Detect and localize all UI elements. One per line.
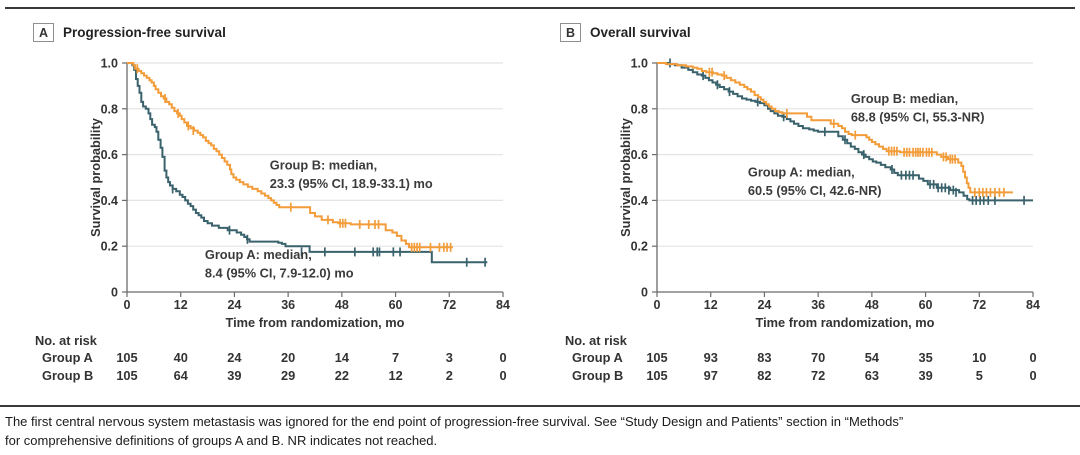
median-annotation: Group B: median,: [270, 157, 377, 172]
y-tick-label: 0.8: [631, 102, 648, 116]
panel-b-title: Overall survival: [590, 25, 691, 40]
median-annotation: 8.4 (95% CI, 7.9-12.0) mo: [205, 265, 354, 280]
risk-count: 12: [388, 368, 402, 383]
risk-count: 54: [865, 350, 880, 365]
risk-count: 93: [704, 350, 718, 365]
median-annotation: 68.8 (95% CI, 55.3-NR): [851, 110, 985, 125]
panel-a-title: Progression-free survival: [63, 25, 226, 40]
risk-count: 105: [116, 368, 137, 383]
survival-curve-group-b: [657, 62, 1013, 194]
risk-count: 20: [281, 350, 295, 365]
y-tick-label: 0.8: [101, 102, 118, 116]
risk-row-label: Group B: [42, 368, 93, 383]
panel-a-header: A Progression-free survival: [33, 23, 226, 42]
median-annotation: Group A: median,: [748, 164, 855, 179]
y-tick-label: 0.4: [101, 194, 118, 208]
survival-curve-group-a: [657, 62, 1033, 202]
x-tick-label: 84: [1026, 298, 1040, 312]
survival-curve-group-b: [127, 62, 453, 249]
x-tick-label: 72: [442, 298, 456, 312]
panel-b-chart: 0 0.2 0.4 0.6 0.8 1.0 0 12 24 36 48 60 72 84 Time from…: [565, 57, 1040, 384]
risk-count: 70: [811, 350, 825, 365]
risk-count: 105: [646, 368, 667, 383]
median-annotation: Group A: median,: [205, 247, 312, 262]
risk-count: 63: [865, 368, 879, 383]
panel-b-header: B Overall survival: [560, 23, 691, 42]
survival-curve-group-a: [127, 62, 488, 264]
x-tick-label: 12: [174, 298, 188, 312]
median-annotation: 23.3 (95% CI, 18.9-33.1) mo: [270, 176, 433, 191]
y-tick-label: 0.6: [101, 148, 118, 162]
risk-count: 82: [757, 368, 771, 383]
risk-count: 0: [499, 368, 506, 383]
risk-count: 2: [446, 368, 453, 383]
risk-count: 0: [1029, 350, 1036, 365]
risk-count: 105: [116, 350, 137, 365]
risk-count: 14: [335, 350, 350, 365]
figure-caption: The first central nervous system metasta…: [5, 412, 1075, 450]
risk-count: 72: [811, 368, 825, 383]
x-axis-title: Time from randomization, mo: [226, 315, 405, 330]
panel-a-label-badge: A: [33, 23, 54, 42]
risk-row-label: Group B: [572, 368, 623, 383]
risk-count: 22: [335, 368, 349, 383]
risk-count: 39: [918, 368, 932, 383]
x-tick-label: 12: [704, 298, 718, 312]
x-tick-label: 36: [811, 298, 825, 312]
risk-count: 35: [918, 350, 932, 365]
y-tick-label: 1.0: [631, 57, 648, 71]
x-tick-label: 36: [281, 298, 295, 312]
risk-count: 64: [174, 368, 189, 383]
risk-count: 7: [392, 350, 399, 365]
risk-count: 29: [281, 368, 295, 383]
x-tick-label: 0: [654, 298, 661, 312]
y-tick-label: 0.2: [631, 240, 648, 254]
risk-count: 0: [1029, 368, 1036, 383]
y-tick-label: 0.4: [631, 194, 648, 208]
caption-line: The first central nervous system metasta…: [5, 414, 904, 429]
risk-count: 3: [446, 350, 453, 365]
x-tick-label: 48: [865, 298, 879, 312]
caption-divider: [0, 405, 1080, 407]
median-annotation: 60.5 (95% CI, 42.6-NR): [748, 183, 882, 198]
median-annotation: Group B: median,: [851, 91, 958, 106]
x-tick-label: 24: [227, 298, 241, 312]
x-tick-label: 72: [972, 298, 986, 312]
risk-count: 40: [174, 350, 188, 365]
risk-count: 97: [704, 368, 718, 383]
x-tick-label: 84: [496, 298, 510, 312]
top-rule: [5, 7, 1075, 9]
y-axis-title: Survival probability: [618, 117, 633, 237]
risk-table-title: No. at risk: [35, 333, 98, 348]
y-axis-title: Survival probability: [88, 117, 103, 237]
risk-count: 105: [646, 350, 667, 365]
y-tick-label: 0: [641, 286, 648, 300]
x-tick-label: 48: [335, 298, 349, 312]
panel-b-label-badge: B: [560, 23, 581, 42]
x-axis-title: Time from randomization, mo: [756, 315, 935, 330]
risk-count: 83: [757, 350, 771, 365]
risk-count: 39: [227, 368, 241, 383]
x-tick-label: 60: [919, 298, 933, 312]
risk-count: 0: [499, 350, 506, 365]
risk-count: 24: [227, 350, 242, 365]
risk-count: 5: [976, 368, 983, 383]
y-tick-label: 1.0: [101, 57, 118, 71]
x-tick-label: 60: [389, 298, 403, 312]
risk-count: 10: [972, 350, 986, 365]
y-tick-label: 0.6: [631, 148, 648, 162]
caption-line: for comprehensive definitions of groups …: [5, 433, 438, 448]
risk-row-label: Group A: [572, 350, 623, 365]
risk-table-title: No. at risk: [565, 333, 628, 348]
y-tick-label: 0: [111, 286, 118, 300]
y-tick-label: 0.2: [101, 240, 118, 254]
risk-row-label: Group A: [42, 350, 93, 365]
x-tick-label: 24: [757, 298, 771, 312]
x-tick-label: 0: [124, 298, 131, 312]
